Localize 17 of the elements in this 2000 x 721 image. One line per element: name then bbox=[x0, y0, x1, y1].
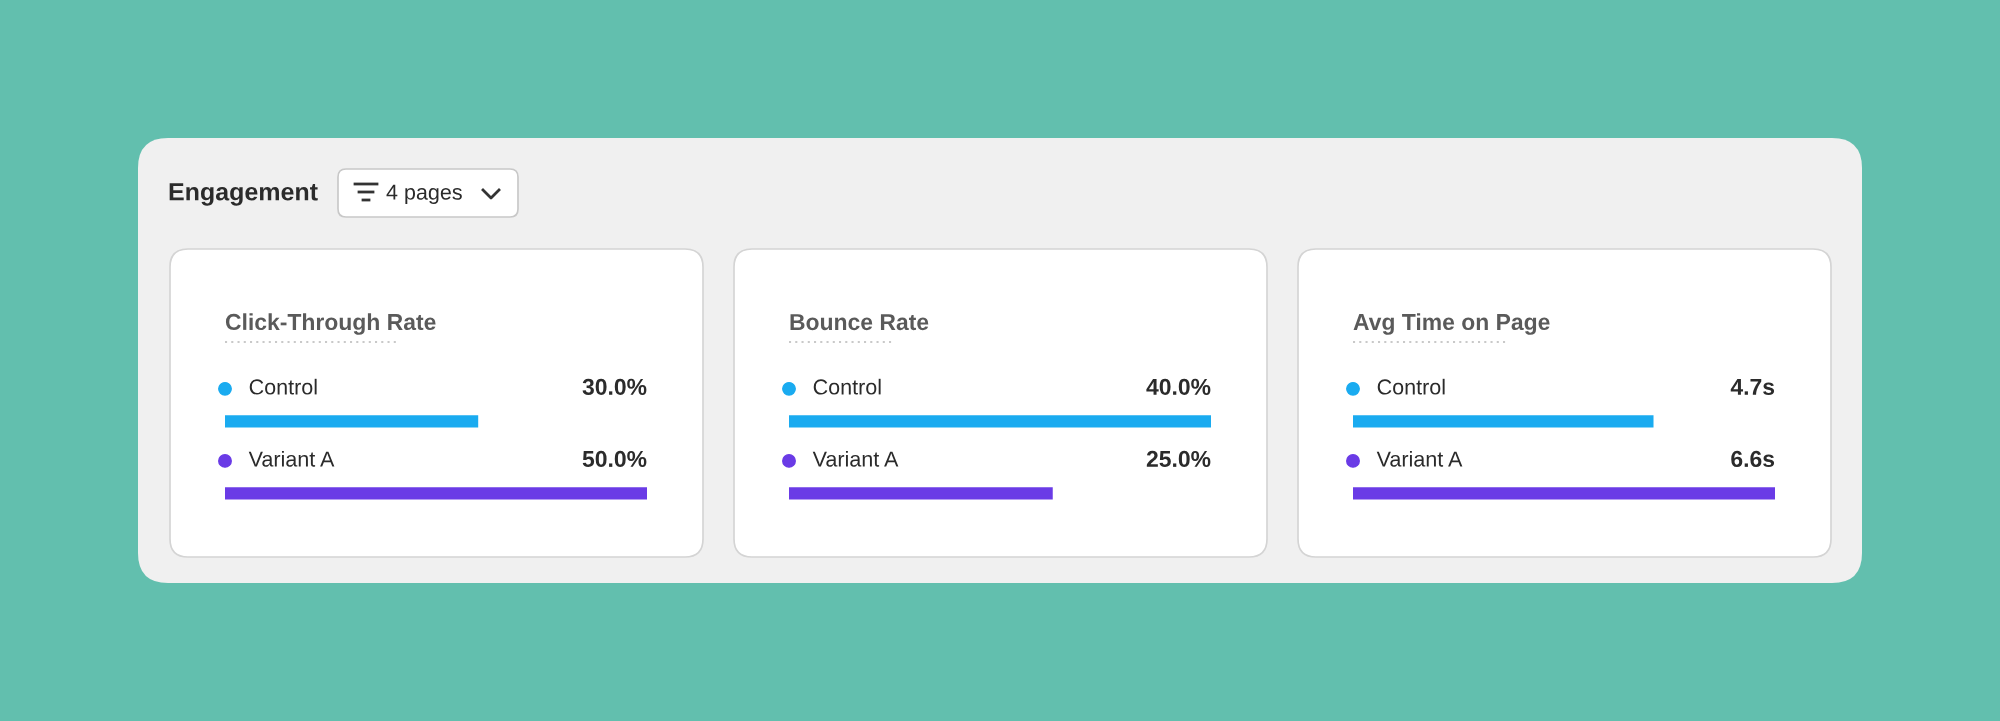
category-label: Control bbox=[1377, 378, 1445, 395]
data-label: 30.0% bbox=[582, 378, 647, 396]
chart-title: Bounce Rate bbox=[790, 314, 929, 331]
category-label: Variant A bbox=[812, 450, 899, 467]
data-label: 25.0% bbox=[1146, 450, 1211, 468]
category-label: Control bbox=[813, 378, 881, 395]
text: Engagement bbox=[169, 183, 318, 206]
category-label: Variant A bbox=[248, 450, 335, 467]
data-label: 6.6s bbox=[1731, 450, 1775, 468]
data-label: 40.0% bbox=[1146, 378, 1211, 395]
category-label: Control bbox=[249, 378, 317, 395]
text: 4 pages bbox=[386, 184, 462, 205]
data-label: 50.0% bbox=[582, 450, 647, 468]
chart-title: Avg Time on Page bbox=[1353, 313, 1550, 335]
category-label: Variant A bbox=[1376, 450, 1463, 467]
data-label: 4.7s bbox=[1730, 379, 1775, 395]
chart-title: Click-Through Rate bbox=[225, 313, 436, 335]
